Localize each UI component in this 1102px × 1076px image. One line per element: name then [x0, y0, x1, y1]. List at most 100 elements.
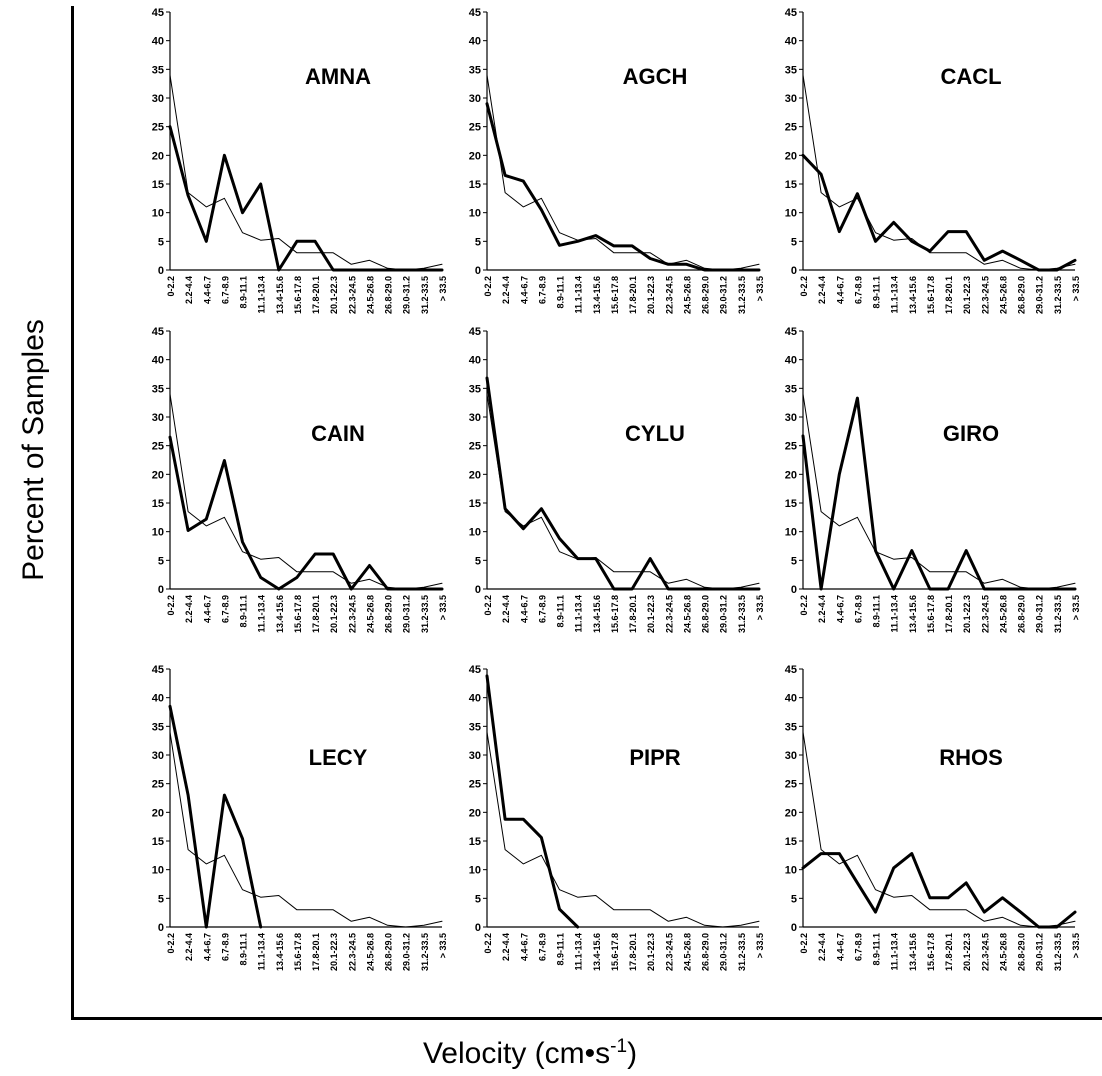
x-tick-label: 15.6-17.8: [926, 276, 936, 314]
x-tick-label: 15.6-17.8: [610, 276, 620, 314]
x-tick-label: 26.8-29.0: [701, 276, 711, 314]
y-tick-label: 40: [785, 693, 797, 705]
y-tick-label: 45: [469, 664, 481, 676]
y-tick-label: 0: [158, 922, 164, 934]
x-tick-label: 22.3-24.5: [664, 276, 674, 314]
x-tick-label: > 33.5: [438, 276, 448, 301]
x-tick-label: > 33.5: [755, 595, 765, 620]
x-tick-label: 29.0-31.2: [719, 933, 729, 971]
y-tick-label: 0: [791, 922, 797, 934]
x-tick-label: 17.8-20.1: [311, 276, 321, 314]
x-tick-label: 11.1-13.4: [890, 933, 900, 971]
y-tick-label: 20: [152, 469, 164, 481]
panel-title: AMNA: [305, 64, 371, 89]
panel-title: LECY: [309, 745, 368, 770]
y-tick-label: 5: [158, 893, 164, 905]
species-series-line: [168, 704, 263, 929]
x-tick-label: 6.7-8.9: [853, 595, 863, 623]
x-tick-label: 11.1-13.4: [257, 595, 267, 633]
x-tick-label: 17.8-20.1: [628, 933, 638, 971]
x-tick-label: 31.2-33.5: [737, 276, 747, 314]
y-tick-label: 10: [152, 527, 164, 539]
x-tick-label: 13.4-15.6: [908, 595, 918, 633]
x-tick-label: 13.4-15.6: [908, 933, 918, 971]
y-tick-label: 30: [469, 412, 481, 424]
x-tick-label: > 33.5: [1071, 276, 1081, 301]
y-tick-label: 20: [152, 807, 164, 819]
x-tick-label: 22.3-24.5: [664, 933, 674, 971]
x-tick-label: 20.1-22.3: [329, 276, 339, 314]
y-tick-label: 30: [785, 412, 797, 424]
x-tick-label: 17.8-20.1: [944, 933, 954, 971]
y-tick-label: 35: [785, 64, 797, 76]
y-tick-label: 30: [469, 93, 481, 105]
y-tick-label: 15: [152, 836, 164, 848]
x-tick-label: 11.1-13.4: [574, 933, 584, 971]
y-tick-label: 25: [152, 122, 164, 134]
y-tick-label: 15: [469, 498, 481, 510]
reference-series-line: [486, 393, 760, 590]
y-tick-label: 0: [791, 265, 797, 277]
x-tick-label: 15.6-17.8: [610, 933, 620, 971]
x-tick-label: 8.9-11.1: [556, 933, 566, 966]
x-tick-label: 24.5-26.8: [682, 595, 692, 633]
reference-series-line: [169, 393, 443, 590]
panel-lecy: 0 5 10 15 20 25 30 35 40 45 0-2.2 2.2-4.4 4.4-6.7 6.7…: [152, 664, 448, 971]
x-tick-label: 17.8-20.1: [944, 276, 954, 314]
x-tick-label: 29.0-31.2: [719, 595, 729, 633]
reference-series-line: [802, 74, 1076, 271]
x-tick-label: 17.8-20.1: [944, 595, 954, 633]
reference-series-line: [486, 731, 760, 928]
y-tick-label: 35: [152, 721, 164, 733]
x-tick-label: 0-2.2: [166, 595, 176, 616]
x-tick-label: 11.1-13.4: [574, 276, 584, 314]
x-tick-label: 26.8-29.0: [701, 933, 711, 971]
y-tick-label: 0: [791, 584, 797, 596]
x-tick-label: 26.8-29.0: [1017, 276, 1027, 314]
x-tick-label: 6.7-8.9: [537, 595, 547, 623]
x-tick-label: 8.9-11.1: [872, 276, 882, 309]
species-series-line: [485, 376, 761, 591]
panel-title: PIPR: [629, 745, 680, 770]
y-tick-label: 20: [785, 150, 797, 162]
y-tick-label: 20: [785, 807, 797, 819]
y-tick-label: 45: [785, 664, 797, 676]
y-tick-label: 45: [785, 326, 797, 338]
frame-bottom-axis-line: [71, 1017, 1102, 1020]
y-tick-label: 35: [469, 383, 481, 395]
x-tick-label: 26.8-29.0: [701, 595, 711, 633]
x-tick-label: 20.1-22.3: [646, 595, 656, 633]
x-tick-label: 11.1-13.4: [574, 595, 584, 633]
x-tick-label: 13.4-15.6: [275, 595, 285, 633]
x-tick-label: 31.2-33.5: [737, 933, 747, 971]
x-tick-label: 6.7-8.9: [853, 933, 863, 961]
x-tick-label: 8.9-11.1: [872, 595, 882, 628]
x-tick-label: 29.0-31.2: [1035, 276, 1045, 314]
x-tick-label: 0-2.2: [166, 276, 176, 297]
x-tick-label: 8.9-11.1: [239, 276, 249, 309]
x-tick-label: 15.6-17.8: [293, 276, 303, 314]
y-tick-label: 5: [158, 236, 164, 248]
panel-agch: 0 5 10 15 20 25 30 35 40 45 0-2.2 2.2-4.4 4.4-6.7 6.7…: [469, 7, 765, 314]
y-tick-label: 25: [785, 441, 797, 453]
x-tick-label: 0-2.2: [483, 276, 493, 297]
panel-giro: 0 5 10 15 20 25 30 35 40 45 0-2.2 2.2-4.4 4.4-6.7 6.7…: [785, 326, 1081, 633]
y-tick-label: 15: [785, 179, 797, 191]
x-tick-label: 6.7-8.9: [853, 276, 863, 304]
y-tick-label: 0: [158, 265, 164, 277]
y-tick-label: 5: [791, 555, 797, 567]
y-tick-label: 45: [152, 7, 164, 19]
y-tick-label: 5: [791, 893, 797, 905]
x-tick-label: 24.5-26.8: [682, 933, 692, 971]
panel-title: CACL: [940, 64, 1001, 89]
panel-title: RHOS: [939, 745, 1003, 770]
x-tick-label: 6.7-8.9: [537, 933, 547, 961]
y-tick-label: 20: [152, 150, 164, 162]
x-tick-label: 2.2-4.4: [501, 595, 511, 623]
x-tick-label: 22.3-24.5: [980, 276, 990, 314]
y-tick-label: 10: [785, 865, 797, 877]
frame-left-axis-line: [71, 6, 74, 1020]
x-tick-label: 15.6-17.8: [926, 595, 936, 633]
x-tick-label: 31.2-33.5: [1053, 276, 1063, 314]
